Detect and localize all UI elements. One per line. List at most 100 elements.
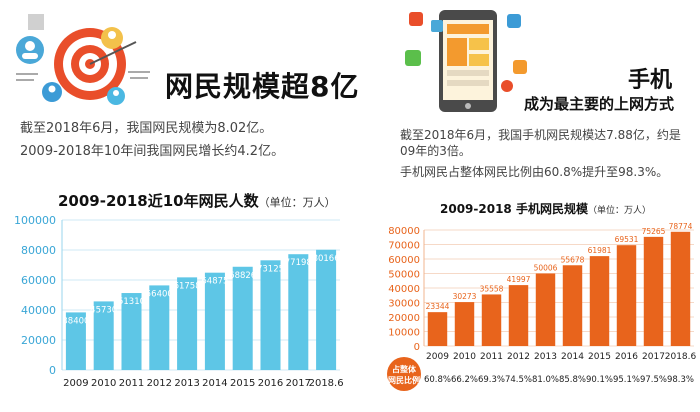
ratio-label: 74.5% [505, 375, 532, 385]
x-tick-label: 2015 [588, 352, 611, 362]
x-tick-label: 2016 [258, 378, 283, 389]
bar-value-label: 30273 [453, 292, 477, 301]
x-tick-label: 2015 [230, 378, 255, 389]
ratio-badge-label-line2: 网民比例 [388, 375, 420, 385]
bar-value-label: 69531 [615, 235, 639, 244]
x-tick-label: 2016 [615, 352, 638, 362]
bar-value-label: 80166 [313, 254, 340, 264]
bar [232, 266, 253, 370]
right-subtitle: 成为最主要的上网方式 [524, 95, 675, 113]
bar-value-label: 55678 [561, 255, 585, 264]
bar [65, 312, 86, 370]
ratio-label: 95.1% [613, 375, 640, 385]
ratio-label: 69.3% [478, 375, 505, 385]
bar [616, 245, 637, 346]
x-tick-label: 2010 [91, 378, 116, 389]
bar [454, 302, 475, 346]
ratio-label: 81.0% [532, 375, 559, 385]
bar [670, 231, 691, 346]
ratio-label: 90.1% [586, 375, 613, 385]
left-title: 网民规模超8亿 [165, 70, 360, 103]
bar-value-label: 41997 [507, 275, 531, 284]
x-tick-label: 2011 [119, 378, 144, 389]
y-tick-label: 40000 [21, 304, 56, 317]
bar-value-label: 75265 [642, 227, 666, 236]
right-chart-title: 2009-2018 手机网民规模（单位：万人） [440, 200, 651, 217]
right-chart-title-text: 2009-2018 手机网民规模 [440, 202, 588, 216]
x-tick-label: 2012 [147, 378, 172, 389]
bar-value-label: 56400 [146, 289, 173, 299]
x-tick-label: 2014 [561, 352, 584, 362]
right-paragraph-3: 手机网民占整体网民比例由60.8%提升至98.3%。 [400, 165, 669, 179]
bar-value-label: 35558 [480, 284, 504, 293]
bar [427, 312, 448, 346]
bar [481, 294, 502, 346]
y-tick-label: 0 [49, 364, 56, 377]
y-tick-label: 100000 [14, 214, 56, 227]
right-bar-chart: 0 10000 20000 30000 40000 50000 60000 70000 8000… [387, 222, 697, 391]
bar-value-label: 51310 [118, 297, 145, 307]
left-bar-chart: 0 20000 40000 60000 80000 100000 38400 2009 4573… [14, 214, 344, 389]
y-tick-label: 80000 [388, 226, 420, 237]
bar [288, 254, 309, 370]
ratio-label: 98.3% [667, 375, 694, 385]
bar [121, 293, 142, 370]
bar [508, 285, 529, 346]
x-tick-label: 2017 [642, 352, 665, 362]
x-tick-label: 2012 [507, 352, 530, 362]
right-title: 手机 [628, 68, 673, 93]
bar [149, 285, 170, 370]
x-tick-label: 2017 [286, 378, 311, 389]
bar [562, 265, 583, 346]
x-tick-label: 2009 [426, 352, 449, 362]
bar-value-label: 45730 [90, 305, 117, 315]
bar [535, 273, 556, 346]
bar-value-label: 78774 [669, 222, 693, 231]
left-chart-title-text: 2009-2018近10年网民人数 [58, 192, 259, 210]
x-tick-label: 2013 [534, 352, 557, 362]
right-paragraph-2: 09年的3倍。 [400, 144, 471, 158]
bar-value-label: 50006 [534, 263, 558, 272]
smartphone-icon [405, 10, 527, 112]
bar-value-label: 73125 [257, 264, 284, 274]
left-chart-unit: （单位：万人） [258, 196, 336, 209]
y-tick-label: 20000 [388, 313, 420, 324]
bar [177, 277, 198, 370]
bar [204, 272, 225, 370]
bar [589, 256, 610, 346]
x-tick-label: 2018.6 [309, 378, 344, 389]
ratio-badge [387, 357, 421, 391]
bar-value-label: 38400 [62, 316, 89, 326]
left-chart-title: 2009-2018近10年网民人数（单位：万人） [58, 190, 336, 211]
bar-value-label: 77198 [285, 258, 312, 268]
y-tick-label: 30000 [388, 299, 420, 310]
x-tick-label: 2010 [453, 352, 476, 362]
right-chart-unit: （单位：万人） [587, 206, 651, 216]
y-tick-label: 10000 [388, 328, 420, 339]
bar-value-label: 61981 [588, 246, 612, 255]
bar-value-label: 64875 [201, 277, 228, 287]
y-tick-label: 50000 [388, 270, 420, 281]
y-tick-label: 70000 [388, 241, 420, 252]
y-tick-label: 0 [414, 342, 420, 353]
right-paragraph-1: 截至2018年6月，我国手机网民规模达7.88亿，约是 [400, 128, 681, 142]
bar [316, 249, 337, 370]
left-paragraph-2: 2009-2018年10年间我国网民增长约4.2亿。 [20, 144, 285, 159]
bar [93, 301, 114, 370]
ratio-badge-label-line1: 占整体 [392, 364, 417, 374]
y-tick-label: 40000 [388, 284, 420, 295]
y-tick-label: 60000 [21, 274, 56, 287]
y-tick-label: 80000 [21, 244, 56, 257]
y-tick-label: 60000 [388, 255, 420, 266]
bar-value-label: 61758 [174, 281, 201, 291]
ratio-label: 85.8% [559, 375, 586, 385]
ratio-label: 66.2% [451, 375, 478, 385]
bar-value-label: 23344 [426, 302, 450, 311]
ratio-label: 60.8% [424, 375, 451, 385]
y-tick-label: 20000 [21, 334, 56, 347]
x-tick-label: 2014 [202, 378, 227, 389]
bar-value-label: 68826 [229, 271, 256, 281]
x-tick-label: 2013 [174, 378, 199, 389]
bar [643, 236, 664, 346]
target-icon [16, 14, 150, 105]
